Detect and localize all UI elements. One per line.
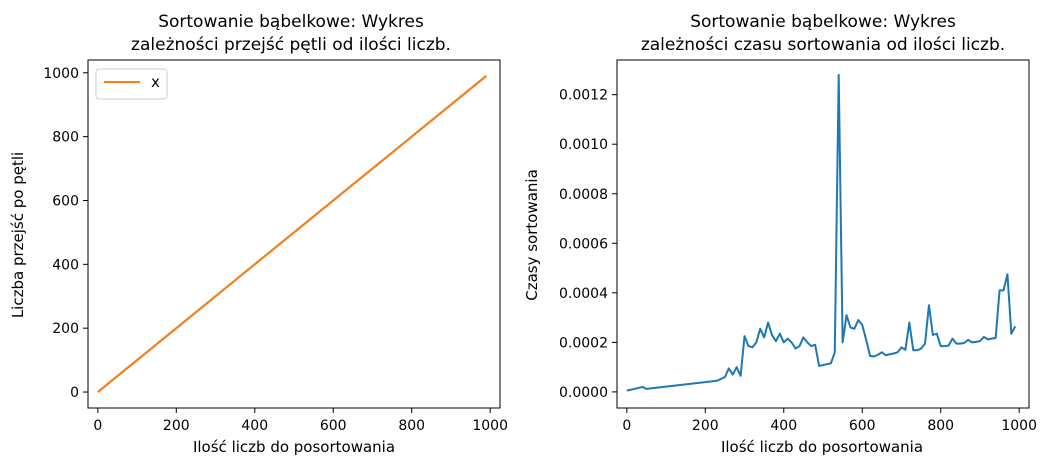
x-tick-label: 1000 — [1001, 418, 1037, 434]
y-tick-label: 200 — [52, 321, 79, 337]
axes-frame — [616, 59, 1030, 409]
legend: x — [95, 68, 168, 100]
x-tick-label: 600 — [849, 418, 876, 434]
chart-title-line-2: zależności czasu sortowania od ilości li… — [641, 35, 1005, 55]
x-tick-label: 0 — [93, 418, 102, 434]
chart-title-line-1: Sortowanie bąbelkowe: Wykres — [158, 12, 424, 32]
series-line-0 — [626, 73, 1017, 392]
y-tick-label: 0.0004 — [559, 286, 608, 302]
x-tick-label: 800 — [398, 418, 425, 434]
y-tick-label: 0.0006 — [559, 236, 608, 252]
x-tick-label: 200 — [163, 418, 190, 434]
y-tick-label: 0.0000 — [559, 385, 608, 401]
y-axis-label: Czasy sortowania — [523, 169, 541, 301]
y-tick-label: 800 — [52, 130, 79, 146]
y-tick-label: 0.0012 — [559, 88, 608, 104]
axes-frame — [87, 59, 501, 409]
chart-time-vs-count: Sortowanie bąbelkowe: Wykres zależności … — [523, 12, 1037, 456]
y-tick-label: 0 — [70, 385, 79, 401]
x-axis-label: Ilość liczb do posortowania — [721, 438, 923, 456]
x-tick-label: 0 — [622, 418, 631, 434]
x-tick-label: 800 — [927, 418, 954, 434]
y-tick-label: 400 — [52, 257, 79, 273]
y-tick-label: 0.0010 — [559, 137, 608, 153]
y-tick-label: 600 — [52, 193, 79, 209]
x-tick-label: 200 — [692, 418, 719, 434]
plot-area: 0 200 400 600 800 1000 0 200 400 600 800 1000 — [43, 59, 508, 434]
x-tick-label: 400 — [241, 418, 268, 434]
chart-title-line-2: zależności przejść pętli od ilości liczb… — [131, 35, 451, 55]
y-tick-label: 0.0002 — [559, 335, 608, 351]
legend-label-x: x — [151, 73, 160, 91]
y-tick-label: 0.0008 — [559, 187, 608, 203]
x-tick-label: 400 — [770, 418, 797, 434]
chart-passes-vs-count: Sortowanie bąbelkowe: Wykres zależności … — [9, 12, 508, 456]
legend-box — [95, 68, 168, 100]
y-tick-label: 1000 — [43, 66, 79, 82]
chart-title-line-1: Sortowanie bąbelkowe: Wykres — [690, 12, 956, 32]
series-line-1 — [97, 75, 487, 393]
plot-area: 0 200 400 600 800 1000 0.0000 0.0002 0.0004 0.000… — [559, 59, 1037, 434]
y-axis-label: Liczba przejść po pętli — [9, 152, 27, 318]
x-tick-label: 600 — [320, 418, 347, 434]
x-tick-label: 1000 — [472, 418, 508, 434]
x-axis-label: Ilość liczb do posortowania — [193, 438, 395, 456]
